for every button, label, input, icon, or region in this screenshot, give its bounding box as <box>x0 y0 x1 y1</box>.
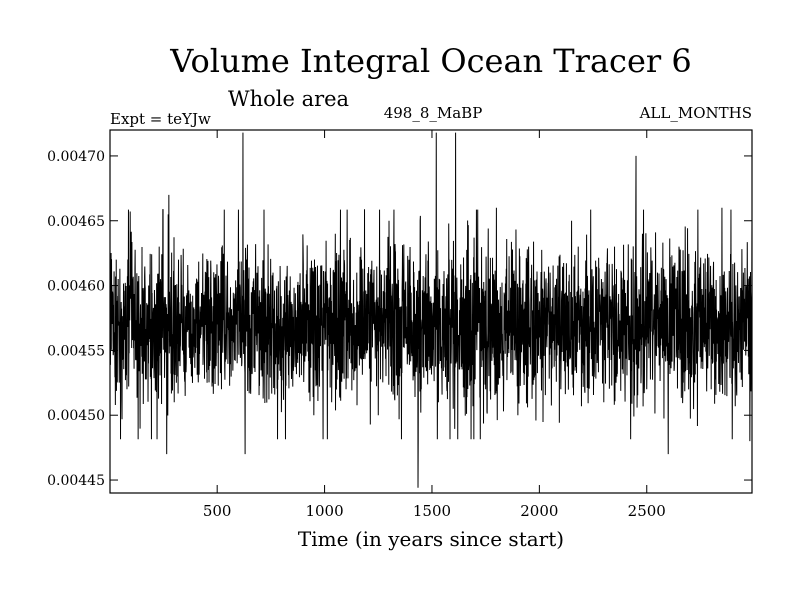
x-axis-ticks: 500 1000 1500 2000 2500 <box>203 130 666 520</box>
run-label: 498_8_MaBP <box>384 104 483 122</box>
x-tick-label: 1500 <box>413 502 451 520</box>
x-tick-label: 2000 <box>520 502 558 520</box>
plot-series <box>109 132 753 488</box>
plot-frame <box>109 129 753 494</box>
y-tick-label: 0.00445 <box>47 473 105 489</box>
x-axis-label: Time (in years since start) <box>298 527 564 551</box>
chart-title: Volume Integral Ocean Tracer 6 <box>169 42 691 80</box>
x-tick-label: 2500 <box>628 502 666 520</box>
y-tick-label: 0.00465 <box>47 214 105 230</box>
chart-subtitle: Whole area <box>228 87 349 111</box>
period-label: ALL_MONTHS <box>639 104 752 122</box>
x-tick-label: 500 <box>203 502 232 520</box>
y-tick-label: 0.00460 <box>47 279 105 295</box>
y-tick-label: 0.00470 <box>47 149 105 165</box>
y-tick-label: 0.00450 <box>47 408 105 424</box>
tracer-series-line <box>109 132 753 488</box>
x-tick-label: 1000 <box>305 502 343 520</box>
experiment-label: Expt = teYJw <box>110 110 211 128</box>
y-axis-ticks: 0.00445 0.00450 0.00455 0.00460 0.00465 0.004… <box>47 149 752 489</box>
y-tick-label: 0.00455 <box>47 343 105 359</box>
